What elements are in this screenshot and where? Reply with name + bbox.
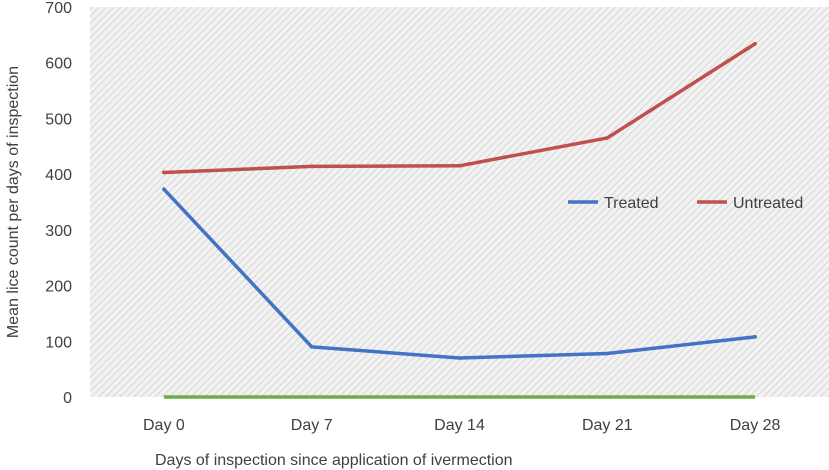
y-tick-label: 700 bbox=[45, 0, 72, 17]
legend-item-treated: Treated bbox=[568, 195, 659, 212]
legend-label-untreated: Untreated bbox=[733, 195, 803, 212]
x-tick-label: Day 14 bbox=[434, 417, 485, 434]
legend: Treated Untreated bbox=[568, 195, 803, 212]
x-tick-label: Day 21 bbox=[582, 417, 633, 434]
data-point-untreated bbox=[309, 164, 314, 169]
data-point-treated bbox=[605, 351, 610, 356]
x-axis-ticks: Day 0 Day 7 Day 14 Day 21 Day 28 bbox=[143, 417, 781, 434]
x-axis-title: Days of inspection since application of … bbox=[155, 452, 513, 469]
y-axis-title: Mean lice count per days of inspection bbox=[5, 66, 22, 338]
y-axis-ticks: 0 100 200 300 400 500 600 700 bbox=[45, 0, 72, 407]
data-point-untreated bbox=[457, 163, 462, 168]
series-layer bbox=[162, 41, 757, 399]
x-tick-label: Day 0 bbox=[143, 417, 185, 434]
data-point-untreated bbox=[753, 41, 757, 46]
x-tick-label: Day 7 bbox=[291, 417, 333, 434]
data-point-untreated bbox=[162, 170, 166, 175]
y-tick-label: 200 bbox=[45, 279, 72, 296]
y-tick-label: 500 bbox=[45, 111, 72, 128]
data-point-treated bbox=[162, 187, 166, 191]
data-point-treated bbox=[309, 345, 314, 349]
y-tick-label: 100 bbox=[45, 334, 72, 351]
y-tick-label: 400 bbox=[45, 167, 72, 184]
y-tick-label: 0 bbox=[63, 390, 72, 407]
data-point-untreated bbox=[605, 136, 610, 140]
data-point-treated bbox=[753, 335, 757, 339]
y-tick-label: 600 bbox=[45, 56, 72, 73]
data-point-treated bbox=[457, 356, 462, 360]
legend-label-treated: Treated bbox=[604, 195, 659, 212]
legend-item-untreated: Untreated bbox=[697, 195, 803, 212]
y-tick-label: 300 bbox=[45, 223, 72, 240]
x-tick-label: Day 28 bbox=[730, 417, 781, 434]
